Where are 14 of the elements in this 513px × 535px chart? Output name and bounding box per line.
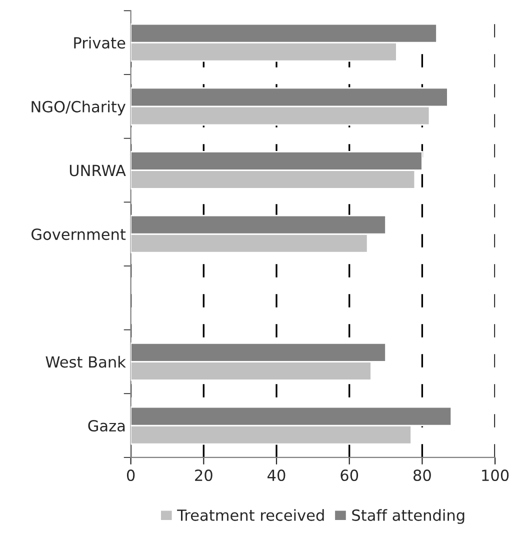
y-tick-label: NGO/Charity bbox=[32, 100, 126, 116]
y-tick-label: Government bbox=[32, 228, 126, 240]
legend-label: Treatment received bbox=[177, 509, 324, 521]
x-tick-label: 20 bbox=[195, 470, 212, 482]
y-tick-label: UNRWA bbox=[70, 164, 126, 176]
x-tick-label: 0 bbox=[126, 470, 135, 482]
legend-label: Staff attending bbox=[352, 509, 464, 524]
x-tick-label: 80 bbox=[414, 470, 431, 482]
y-tick-label: Gaza bbox=[88, 420, 125, 432]
x-tick-label: 40 bbox=[268, 470, 286, 482]
x-tick-label: 60 bbox=[340, 470, 358, 482]
y-tick-label: West Bank bbox=[46, 356, 126, 368]
x-tick-label: 100 bbox=[482, 470, 509, 482]
y-tick-label: Private bbox=[74, 36, 126, 49]
